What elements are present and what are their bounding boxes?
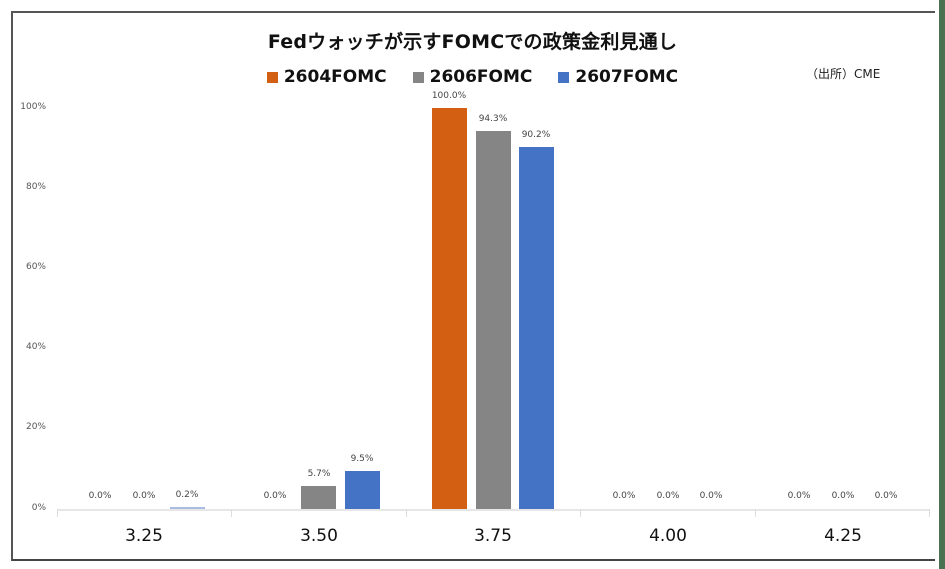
x-axis-line [57, 509, 930, 511]
data-label: 0.0% [874, 491, 898, 501]
chart-title: Fedウォッチが示すFOMCでの政策金利見通し [267, 31, 678, 53]
data-label: 94.3% [478, 114, 508, 124]
bar-2606-3-50 [301, 486, 336, 509]
data-label: 0.0% [263, 491, 287, 501]
data-label: 5.7% [307, 469, 331, 479]
legend-label: 2604FOMC [283, 67, 387, 87]
data-label: 100.0% [431, 91, 467, 101]
source-note: （出所）CME [806, 67, 881, 81]
legend-swatch-orange-icon [266, 71, 278, 83]
x-label-3-25: 3.25 [125, 526, 163, 546]
legend-swatch-blue-icon [558, 71, 570, 83]
y-tick-40: 40% [25, 342, 46, 352]
data-label: 9.5% [350, 454, 374, 464]
bar-2604-3-75 [432, 108, 467, 509]
x-label-3-50: 3.50 [300, 526, 338, 546]
bar-2607-3-75 [519, 147, 554, 509]
legend-swatch-gray-icon [412, 71, 424, 83]
x-axis-tick [57, 509, 58, 517]
bar-2607-3-50 [345, 471, 380, 509]
legend-item-2604fomc: 2604FOMC [266, 67, 387, 87]
data-label: 0.0% [132, 491, 156, 501]
data-label: 0.0% [787, 491, 811, 501]
window-edge [939, 0, 945, 569]
x-label-3-75: 3.75 [474, 526, 512, 546]
legend-item-2607fomc: 2607FOMC [558, 67, 678, 87]
x-axis-tick [580, 509, 581, 517]
x-axis-tick [929, 509, 930, 517]
legend-label: 2606FOMC [429, 67, 533, 87]
data-label: 90.2% [521, 130, 551, 140]
chart-frame [11, 11, 935, 561]
bar-2606-3-75 [476, 131, 511, 509]
data-label: 0.0% [656, 491, 680, 501]
y-tick-100: 100% [20, 102, 46, 112]
y-tick-60: 60% [25, 262, 46, 272]
bar-2607-3-25 [170, 507, 205, 509]
chart-legend: 2604FOMC 2606FOMC 2607FOMC [0, 67, 945, 87]
data-label: 0.0% [88, 491, 112, 501]
y-tick-0: 0% [31, 503, 46, 513]
x-label-4-00: 4.00 [649, 526, 687, 546]
data-label: 0.0% [699, 491, 723, 501]
legend-label: 2607FOMC [575, 67, 679, 87]
y-tick-20: 20% [25, 422, 46, 432]
x-axis-tick [406, 509, 407, 517]
data-label: 0.2% [175, 490, 199, 500]
x-axis-tick [755, 509, 756, 517]
legend-item-2606fomc: 2606FOMC [412, 67, 533, 87]
y-tick-80: 80% [25, 182, 46, 192]
x-label-4-25: 4.25 [824, 526, 862, 546]
data-label: 0.0% [612, 491, 636, 501]
data-label: 0.0% [831, 491, 855, 501]
x-axis-tick [231, 509, 232, 517]
